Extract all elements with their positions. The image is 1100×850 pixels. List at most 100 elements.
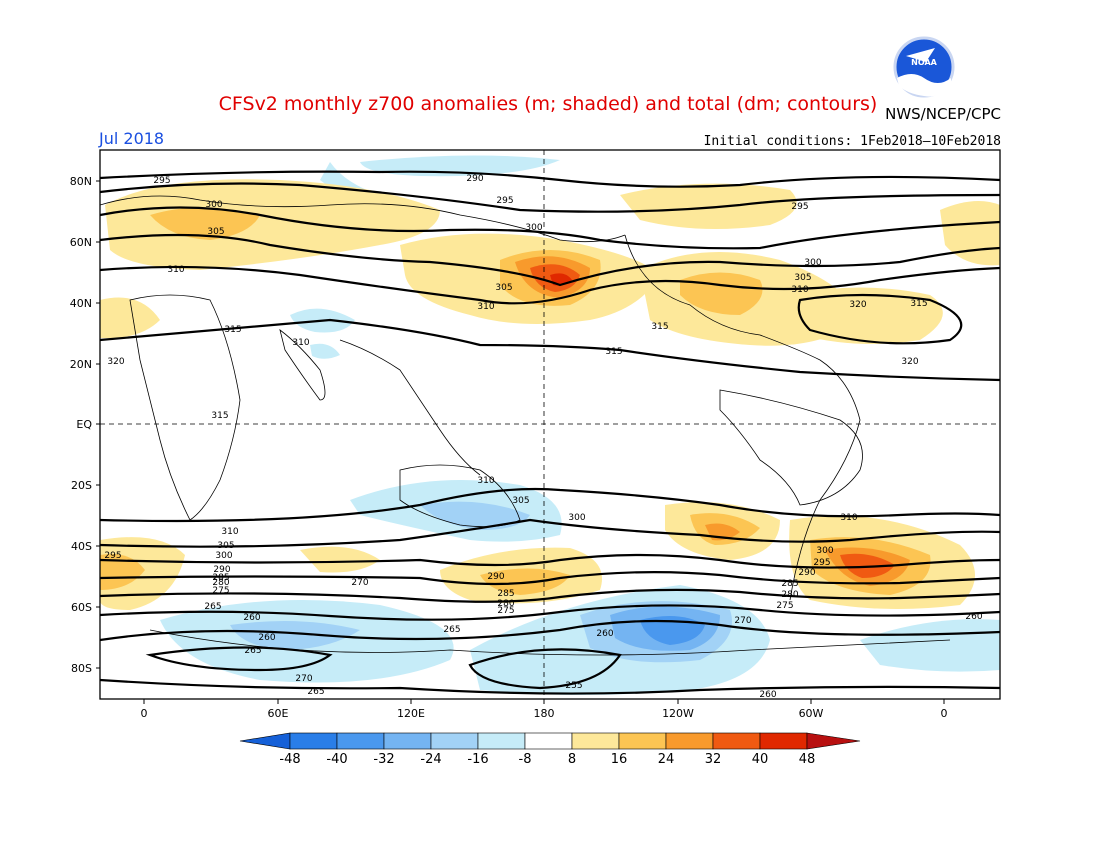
lat-tick-label: EQ <box>76 418 92 431</box>
lat-tick-label: 60S <box>71 601 92 614</box>
contour-label: 300 <box>816 546 833 556</box>
contour-label: 310 <box>167 265 184 275</box>
contour-label: 315 <box>651 322 668 332</box>
contour-label: 270 <box>734 616 751 626</box>
contour-label: 305 <box>217 541 234 551</box>
colorbar-label: 32 <box>705 752 722 767</box>
contour-label: 320 <box>849 300 866 310</box>
contour-label: 285 <box>212 573 229 583</box>
contour-label: 260 <box>759 690 776 700</box>
lat-tick-label: 80N <box>70 175 92 188</box>
lon-tick-label: 120W <box>662 707 694 720</box>
contour-label: 315 <box>910 299 927 309</box>
colorbar-swatch <box>289 732 338 750</box>
colorbar-swatch <box>712 732 761 750</box>
colorbar-label: 48 <box>799 752 816 767</box>
contour-label: 300 <box>804 258 821 268</box>
contour-label: 305 <box>512 496 529 506</box>
colorbar-right-arrow <box>806 732 861 750</box>
contour-label: 310 <box>221 527 238 537</box>
colorbar-label: 24 <box>658 752 675 767</box>
figure-title: CFSv2 monthly z700 anomalies (m; shaded)… <box>219 93 878 115</box>
contour-label: 290 <box>466 174 483 184</box>
lat-tick-label: 40N <box>70 297 92 310</box>
contour-label: 280 <box>781 590 798 600</box>
lon-tick-label: 60E <box>268 707 289 720</box>
contour-label: 300 <box>525 223 542 233</box>
colorbar-label: -24 <box>420 752 441 767</box>
contour-label: 305 <box>495 283 512 293</box>
colorbar-label: -16 <box>467 752 488 767</box>
lon-tick-label: 0 <box>941 707 948 720</box>
contour-label: 265 <box>244 646 261 656</box>
contour-label: 315 <box>211 411 228 421</box>
colorbar: -48 -40 -32 -24 -16 -8 8 16 24 32 40 48 <box>239 732 861 767</box>
contour-label: 260 <box>258 633 275 643</box>
contour-label: 305 <box>794 273 811 283</box>
coastlines <box>100 195 951 656</box>
colorbar-swatch <box>665 732 714 750</box>
lat-tick-label: 20N <box>70 358 92 371</box>
anomaly-shading <box>100 155 1000 695</box>
lon-tick-label: 0 <box>141 707 148 720</box>
svg-text:NOAA: NOAA <box>911 58 937 67</box>
colorbar-swatch <box>571 732 620 750</box>
agency-label: NWS/NCEP/CPC <box>885 105 1001 123</box>
contour-label: 260 <box>596 629 613 639</box>
colorbar-label: -48 <box>279 752 300 767</box>
contour-label: 295 <box>104 551 121 561</box>
contour-label: 310 <box>840 513 857 523</box>
lat-tick-label: 40S <box>71 540 92 553</box>
contour-label: 285 <box>497 589 514 599</box>
contour-label: 265 <box>443 625 460 635</box>
lon-tick-label: 180 <box>534 707 555 720</box>
colorbar-label: 8 <box>568 752 576 767</box>
contour-label: 290 <box>487 572 504 582</box>
contour-label: 275 <box>212 586 229 596</box>
contour-label: 265 <box>204 602 221 612</box>
lon-tick-label: 60W <box>799 707 824 720</box>
contour-label: 255 <box>565 681 582 691</box>
contour-label: 290 <box>213 565 230 575</box>
valid-month: Jul 2018 <box>98 129 164 148</box>
colorbar-label: -32 <box>373 752 394 767</box>
contour-label: 320 <box>107 357 124 367</box>
colorbar-label: -40 <box>326 752 347 767</box>
contour-label: 280 <box>497 599 514 609</box>
colorbar-swatch <box>336 732 385 750</box>
contour-label: 320 <box>901 357 918 367</box>
contour-label: 270 <box>351 578 368 588</box>
lat-tick-label: 80S <box>71 662 92 675</box>
contour-label: 305 <box>207 227 224 237</box>
lat-tick-label: 20S <box>71 479 92 492</box>
contour-label: 275 <box>497 606 514 616</box>
contour-label: 295 <box>153 176 170 186</box>
contour-label: 285 <box>781 579 798 589</box>
colorbar-label: -8 <box>519 752 532 767</box>
contour-label: 295 <box>791 202 808 212</box>
lat-tick-label: 60N <box>70 236 92 249</box>
colorbar-left-arrow <box>239 732 291 750</box>
contour-label: 275 <box>776 601 793 611</box>
contour-label: 300 <box>215 551 232 561</box>
contour-label: 300 <box>205 200 222 210</box>
noaa-logo: NOAA <box>893 36 955 98</box>
contour-label: 300 <box>568 513 585 523</box>
colorbar-label: 40 <box>752 752 769 767</box>
contour-label: 295 <box>813 558 830 568</box>
initial-conditions: Initial conditions: 1Feb2018–10Feb2018 <box>704 134 1001 149</box>
contour-label: 270 <box>295 674 312 684</box>
contour-labels: 295 290 295 295 300 300 305 300 310 305 … <box>104 174 982 700</box>
contour-label: 280 <box>212 578 229 588</box>
contour-label: 290 <box>798 568 815 578</box>
contour-label: 265 <box>307 687 324 697</box>
contour-label: 260 <box>965 612 982 622</box>
latitude-axis: 80N 60N 40N 20N EQ 20S 40S 60S 80S <box>70 175 100 675</box>
lon-tick-label: 120E <box>397 707 425 720</box>
contour-label: 310 <box>477 476 494 486</box>
contour-label: 315 <box>224 325 241 335</box>
colorbar-swatch <box>477 732 526 750</box>
colorbar-swatch <box>759 732 808 750</box>
colorbar-label: 16 <box>611 752 628 767</box>
